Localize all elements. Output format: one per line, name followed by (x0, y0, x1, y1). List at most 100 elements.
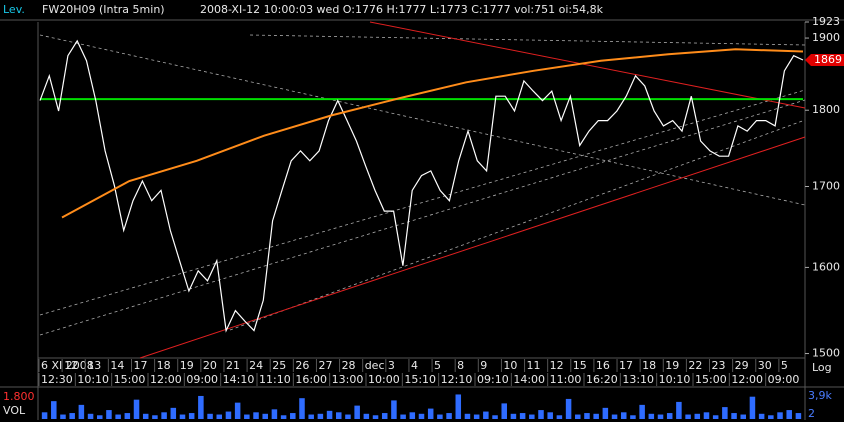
y-tick-label: 1700 (812, 180, 840, 193)
x-tick-label: 12:10 (441, 373, 473, 386)
x-tick-label: 11:10 (259, 373, 291, 386)
x-tick-label: 18 (642, 359, 656, 372)
volume-bar (409, 412, 416, 419)
volume-bar (51, 401, 57, 419)
y-tick-label: 1923 (812, 15, 840, 28)
x-tick-label: 17 (133, 359, 147, 372)
volume-bar (381, 413, 388, 419)
volume-bar (620, 412, 627, 419)
volume-bar (78, 404, 85, 419)
x-tick-label: 14:10 (223, 373, 255, 386)
x-tick-label: 4 (411, 359, 418, 372)
volume-bar (372, 415, 379, 419)
volume-bar (777, 412, 783, 419)
volume-bar (657, 414, 664, 419)
volume-bar (336, 412, 342, 419)
x-tick-label: 30 (758, 359, 772, 372)
x-tick-label: 26 (295, 359, 309, 372)
x-tick-label: 10 (503, 359, 517, 372)
volume-bar (345, 414, 351, 419)
volume-bar (694, 413, 701, 419)
volume-bar (685, 414, 691, 419)
volume-bar (786, 410, 792, 419)
volume-bar (225, 411, 232, 419)
volume-bar (446, 413, 452, 419)
moving-average (61, 48, 804, 219)
x-tick-label: 17 (619, 359, 633, 372)
volume-bar (703, 412, 710, 419)
volume-tick-label: 2 (808, 407, 815, 420)
volume-bar (216, 414, 223, 419)
x-tick-label: 15:10 (404, 373, 436, 386)
volume-bar (69, 413, 75, 419)
volume-bar (244, 414, 250, 419)
x-tick-label: 12:00 (731, 373, 763, 386)
x-tick-label: 09:10 (477, 373, 509, 386)
x-tick-label: 10:10 (659, 373, 691, 386)
left-label: Lev. (3, 3, 25, 16)
volume-bar (575, 414, 581, 419)
volume-bar (676, 401, 682, 419)
volume-bar (207, 413, 213, 419)
volume-bar (280, 415, 287, 419)
volume-label: VOL (3, 404, 26, 417)
volume-bar (391, 400, 397, 419)
volume-bar (712, 415, 719, 419)
volume-bar (529, 414, 535, 419)
volume-bar (290, 413, 296, 419)
volume-bar (60, 414, 66, 419)
volume-bar (630, 415, 636, 419)
volume-level: 1.800 (3, 390, 35, 403)
volume-bar (510, 413, 517, 419)
x-tick-label: 15:00 (114, 373, 146, 386)
volume-bar (758, 413, 765, 419)
volume-bar (106, 410, 112, 419)
volume-bar (188, 413, 195, 419)
x-tick-label: 5 (434, 359, 441, 372)
x-tick-label: 12:00 (150, 373, 182, 386)
x-tick-label: 9 (480, 359, 487, 372)
x-tick-label: 20 (203, 359, 217, 372)
volume-bar (731, 413, 737, 419)
volume-bar (170, 407, 177, 419)
volume-bar (354, 405, 360, 419)
x-tick-label: 25 (272, 359, 286, 372)
volume-bar (427, 408, 434, 419)
volume-bar (455, 394, 462, 419)
volume-bar (547, 412, 553, 419)
y-tick-label: 1500 (812, 347, 840, 360)
x-tick-label: 15 (573, 359, 587, 372)
volume-bar (400, 414, 406, 419)
volume-bar (611, 414, 618, 419)
x-tick-label: 19 (665, 359, 679, 372)
volume-bar (41, 412, 48, 419)
volume-bar (749, 396, 756, 419)
volume-bar (492, 415, 498, 419)
volume-bar (483, 411, 489, 419)
scale-label: Log (812, 361, 832, 374)
volume-bar (795, 413, 802, 419)
y-tick-label: 1800 (812, 103, 840, 116)
volume-bar (198, 395, 204, 419)
x-tick-label: 6 XI 2008 (41, 359, 94, 372)
volume-bar (152, 415, 158, 419)
volume-bar (768, 415, 774, 419)
last-price-marker (805, 54, 844, 67)
volume-bar (648, 413, 655, 419)
volume-bar (556, 415, 563, 419)
red-trend-lines (139, 21, 806, 359)
volume-bar (179, 414, 186, 419)
volume-bar (308, 414, 314, 419)
x-tick-label: dec (365, 359, 385, 372)
volume-bar (161, 412, 167, 419)
last-price-label: 1869 (814, 53, 842, 66)
x-tick-label: 21 (226, 359, 240, 372)
volume-bar (115, 414, 121, 419)
y-tick-label: 1900 (812, 31, 840, 44)
volume-bar (253, 412, 259, 419)
x-tick-label: 16:20 (586, 373, 618, 386)
volume-bar (602, 407, 609, 419)
x-tick-label: 19 (180, 359, 194, 372)
